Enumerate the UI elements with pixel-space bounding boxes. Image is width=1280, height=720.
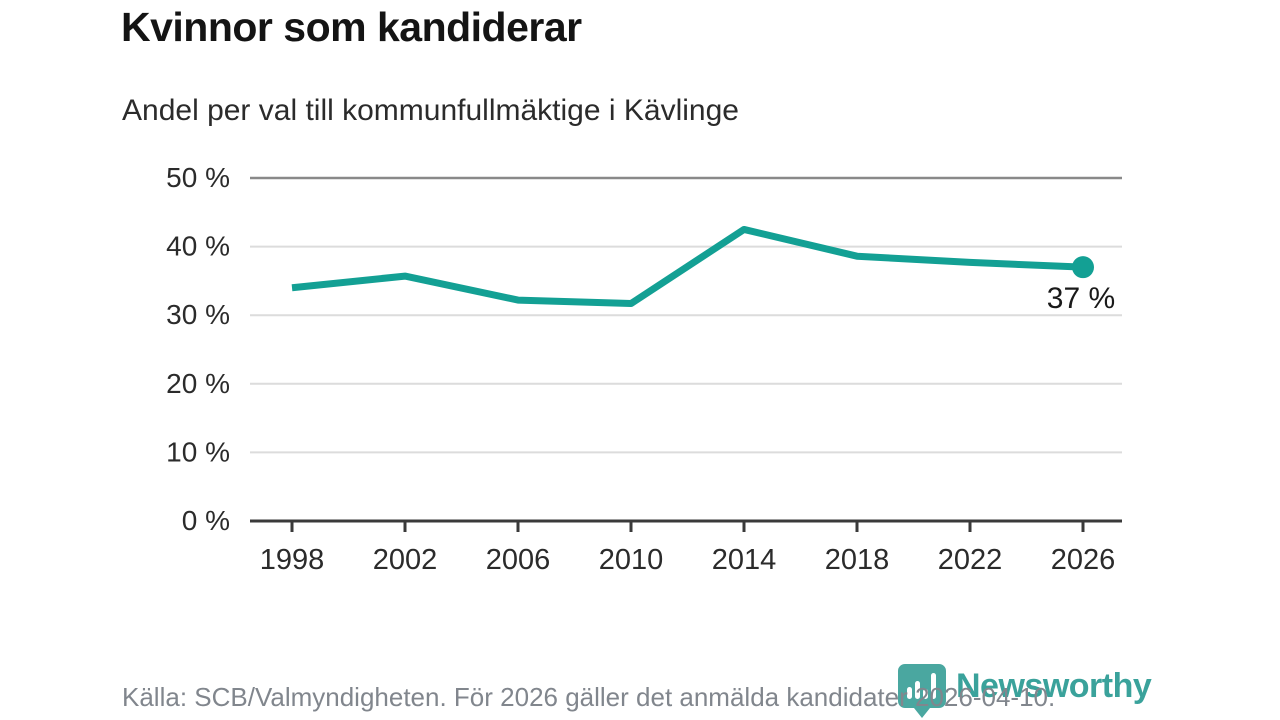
- y-tick-label: 10 %: [166, 436, 230, 467]
- x-tick-label: 2022: [938, 544, 1003, 576]
- x-tick-label: 2010: [599, 544, 664, 576]
- data-series-line: [291, 225, 1084, 308]
- x-tick-label: 1998: [260, 544, 325, 576]
- x-tick-label: 2014: [712, 544, 777, 576]
- newsworthy-marker-icon: [898, 664, 946, 718]
- y-tick-label: 20 %: [166, 368, 230, 399]
- end-point-marker: [1072, 256, 1094, 279]
- y-tick-label: 50 %: [166, 162, 230, 193]
- y-tick-label: 30 %: [166, 299, 230, 330]
- end-value-label: 37 %: [1047, 282, 1115, 315]
- newsworthy-logo: Newsworthy: [897, 663, 1152, 719]
- chart-subtitle: Andel per val till kommunfullmäktige i K…: [122, 94, 739, 127]
- line-chart: 0 % 10 % 20 % 30 % 40 % 50 % 1998 2002 2006 2010 2…: [0, 160, 1280, 590]
- source-note: Källa: SCB/Valmyndigheten. För 2026 gäll…: [122, 682, 1056, 712]
- y-tick-label: 40 %: [166, 231, 230, 262]
- x-tick-label: 2026: [1051, 544, 1116, 576]
- y-tick-label: 0 %: [182, 505, 230, 536]
- newsworthy-wordmark: Newsworthy: [956, 667, 1152, 705]
- x-tick-label: 2006: [486, 544, 551, 576]
- page-title: Kvinnor som kandiderar: [121, 4, 582, 50]
- x-tick-label: 2018: [825, 544, 890, 576]
- line-chart-canvas: 0 % 10 % 20 % 30 % 40 % 50 % 1998 2002 2006 2010 2…: [166, 162, 1122, 576]
- x-tick-label: 2002: [373, 544, 438, 576]
